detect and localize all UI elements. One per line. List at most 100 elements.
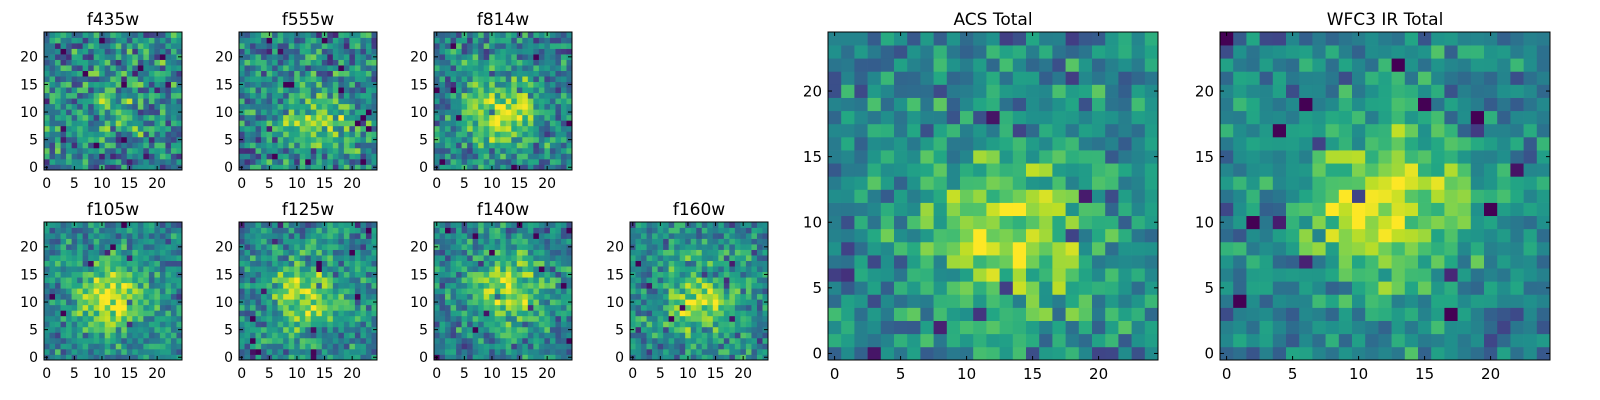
heatmap-cell (255, 315, 262, 322)
heatmap-cell (165, 48, 172, 55)
heatmap-cell (143, 43, 150, 49)
heatmap-cell (365, 153, 372, 160)
heatmap-cell (894, 163, 908, 177)
heatmap-cell (277, 343, 284, 350)
heatmap-cell (635, 227, 642, 234)
heatmap-cell (250, 164, 256, 171)
heatmap-cell (305, 114, 312, 121)
heatmap-cell (841, 268, 855, 282)
heatmap-cell (126, 348, 133, 355)
heatmap-cell (288, 227, 295, 234)
heatmap-cell (456, 337, 462, 344)
heatmap-cell (349, 76, 356, 83)
heatmap-cell (60, 244, 67, 250)
heatmap-cell (288, 120, 295, 127)
heatmap-cell (170, 260, 177, 267)
heatmap-cell (148, 315, 155, 322)
heatmap-cell (49, 227, 56, 234)
heatmap-cell (60, 299, 67, 306)
heatmap-cell (365, 266, 372, 273)
heatmap-cell (321, 343, 328, 350)
heatmap-cell (154, 343, 161, 350)
heatmap-cell (332, 293, 339, 300)
heatmap-cell (66, 304, 72, 311)
heatmap-cell (338, 92, 345, 99)
heatmap-cell (71, 315, 78, 322)
heatmap-cell (349, 120, 356, 127)
heatmap-cell (439, 98, 446, 105)
heatmap-cell (93, 255, 100, 261)
heatmap-cell (828, 163, 842, 177)
heatmap-cell (751, 222, 758, 228)
heatmap-cell (148, 92, 155, 99)
heatmap-cell (450, 92, 457, 99)
heatmap-cell (261, 131, 267, 138)
heatmap-cell (365, 32, 372, 38)
heatmap-cell (456, 266, 462, 273)
heatmap-cell (635, 260, 642, 267)
heatmap-cell (707, 315, 714, 322)
heatmap-cell (973, 307, 987, 321)
heatmap-cell (1105, 320, 1119, 335)
heatmap-cell (321, 304, 328, 311)
heatmap-cell (489, 131, 496, 138)
heatmap-cell (266, 59, 273, 66)
heatmap-cell (310, 227, 317, 234)
heatmap-cell (690, 249, 697, 256)
heatmap-cell (305, 233, 312, 239)
heatmap-cell (115, 304, 122, 311)
heatmap-cell (310, 76, 317, 83)
heatmap-cell (450, 32, 457, 38)
heatmap-cell (696, 271, 703, 278)
heatmap-cell (745, 332, 752, 339)
heatmap-cell (266, 266, 273, 273)
heatmap-cell (93, 125, 100, 132)
heatmap-cell (170, 222, 177, 228)
heatmap-cell (283, 222, 290, 228)
heatmap-cell (255, 114, 262, 121)
heatmap-cell (549, 43, 556, 49)
heatmap-cell (533, 321, 540, 328)
heatmap-cell (132, 321, 139, 328)
heatmap-cell (88, 244, 95, 250)
heatmap-cell (505, 337, 512, 344)
heatmap-cell (729, 288, 736, 295)
heatmap-cell (1092, 307, 1106, 321)
heatmap-cell (255, 153, 262, 160)
heatmap-cell (66, 131, 72, 138)
heatmap-cell (332, 227, 339, 234)
heatmap-cell (360, 310, 367, 317)
heatmap-cell (294, 125, 301, 132)
heatmap-cell (756, 266, 763, 273)
heatmap-cell (170, 332, 177, 339)
heatmap-cell (277, 81, 284, 88)
heatmap-cell (277, 255, 284, 261)
heatmap-cell (434, 249, 440, 256)
heatmap-cell (920, 150, 934, 164)
heatmap-cell (159, 293, 166, 300)
heatmap-cell (176, 304, 183, 311)
heatmap-cell (511, 136, 518, 143)
heatmap-cell (261, 103, 267, 110)
heatmap-cell (472, 249, 479, 256)
heatmap-cell (165, 125, 172, 132)
heatmap-cell (272, 337, 278, 344)
heatmap-cell (960, 189, 974, 203)
heatmap-cell (332, 114, 339, 121)
heatmap-cell (1078, 281, 1093, 295)
heatmap-cell (371, 142, 378, 149)
heatmap-cell (277, 76, 284, 83)
heatmap-cell (690, 222, 697, 228)
heatmap-cell (115, 92, 122, 99)
heatmap-cell (1012, 281, 1027, 295)
heatmap-cell (762, 321, 769, 328)
heatmap-cell (674, 304, 681, 311)
heatmap-cell (1039, 294, 1053, 308)
heatmap-cell (867, 255, 882, 269)
heatmap-cell (239, 332, 245, 339)
heatmap-cell (439, 299, 446, 306)
heatmap-cell (93, 87, 100, 94)
heatmap-cell (272, 54, 278, 60)
heatmap-cell (266, 299, 273, 306)
